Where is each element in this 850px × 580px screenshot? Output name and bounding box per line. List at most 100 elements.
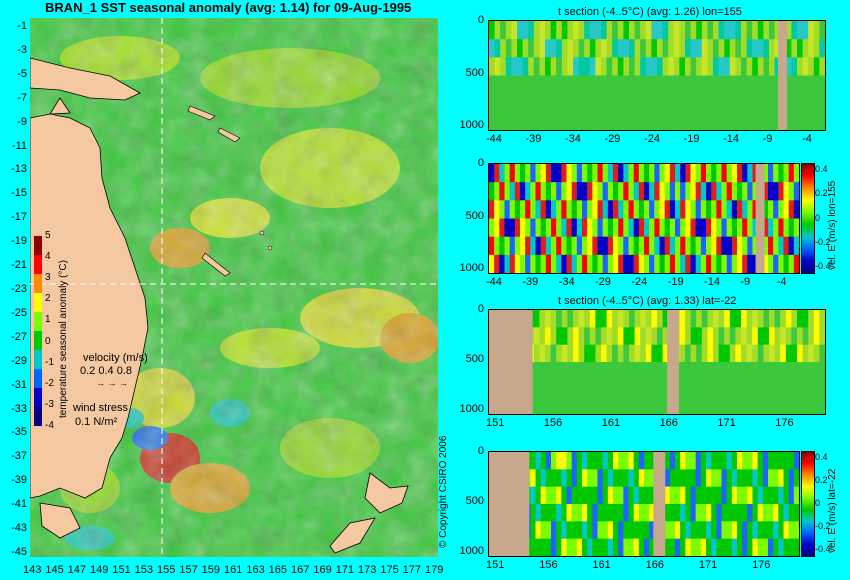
section-cell [819,57,825,76]
section-cell [613,218,619,238]
section-cell [545,310,552,328]
section-cell [707,327,714,346]
section-cell [540,538,547,556]
section-cell [737,504,743,522]
section-cell [778,504,784,522]
section-cell [802,379,809,398]
section-cell [808,362,815,380]
section-cell [589,362,596,380]
section-cell [504,236,511,256]
colorbar-tick-label: 4 [45,251,51,263]
section-cell [545,164,552,183]
section-cell [606,21,613,40]
section-cell [711,452,717,470]
longitude-tick-label: 165 [268,564,288,576]
section-cell [808,93,815,113]
section-cell [769,344,776,363]
section-cell [763,57,770,76]
section-cell [644,452,650,470]
section-cell [726,164,733,183]
section-cell [662,39,669,58]
section-cell [545,379,552,398]
section-cell [573,379,580,398]
section-cell [589,396,596,414]
section-cell [556,93,563,113]
section-cell [582,469,588,488]
section-cell [716,182,722,201]
section-cell [752,236,759,256]
section-cell [819,111,825,130]
section-cell [808,310,815,328]
depth-tick-label: 1000 [459,262,484,274]
section-cell [528,39,535,58]
section-cell [623,39,630,58]
section-cell [721,452,728,470]
section-cell [576,504,583,522]
section-cell [645,57,652,76]
section-panel-3[interactable] [488,309,826,415]
section-cell [638,254,645,273]
section-cell [587,504,593,522]
section-cell [634,111,641,130]
section-cell [662,327,669,346]
section-cell [582,538,588,556]
section-cell [808,57,815,76]
section-cell [669,254,676,273]
section-cell [675,521,681,540]
section-cell [706,218,712,238]
map-plot[interactable] [30,18,438,557]
section-cell [520,182,526,201]
section-cell [700,538,707,556]
section-cell [561,379,568,398]
section-cell [613,504,619,522]
section-cell [690,362,697,380]
section-panel-2[interactable] [488,163,800,274]
section-cell [774,396,781,414]
section-cell [802,396,809,414]
section-cell [517,111,524,130]
section-cell [711,218,717,238]
section-cell [685,93,692,113]
section-cell [726,200,733,219]
section-cell [539,21,546,40]
section-cell [742,164,748,183]
section-cell [768,486,774,505]
section-cell [573,39,580,58]
longitude-tick-label: 163 [246,564,265,576]
latitude-tick-label: -33 [11,402,27,415]
section-cell [489,21,496,40]
section-cell [741,362,748,380]
longitude-tick-label: 149 [90,564,109,576]
section-panel-4[interactable] [488,451,800,557]
section-cell [525,164,531,183]
section-cell [556,310,563,328]
section-cell [628,182,635,201]
section-cell [606,327,613,346]
section-cell [644,538,650,556]
section-cell [788,538,795,556]
section-cell [783,218,790,238]
temperature-colorbar [34,236,42,426]
section-cell [783,469,790,488]
section-cell [638,218,645,238]
section-cell [582,164,588,183]
section-cell [731,504,738,522]
section-cell [584,39,591,58]
section-cell [721,486,728,505]
section-cell [690,452,697,470]
section-panel-1[interactable] [488,20,826,131]
section-cell [774,344,781,363]
section-cell [731,200,738,219]
section-cell [706,182,712,201]
section-x-tick-label: 176 [752,559,771,571]
section-cell [747,521,753,540]
section-cell [530,218,536,238]
section-cell [808,327,815,346]
section-cell [778,218,784,238]
wind-stress-scale: 0.1 N/m² [75,416,118,428]
section-cell [514,236,521,256]
section-cell [797,111,804,130]
section-cell [690,182,697,201]
section-x-tick-label: -4 [776,276,787,288]
section-cell [696,21,703,40]
